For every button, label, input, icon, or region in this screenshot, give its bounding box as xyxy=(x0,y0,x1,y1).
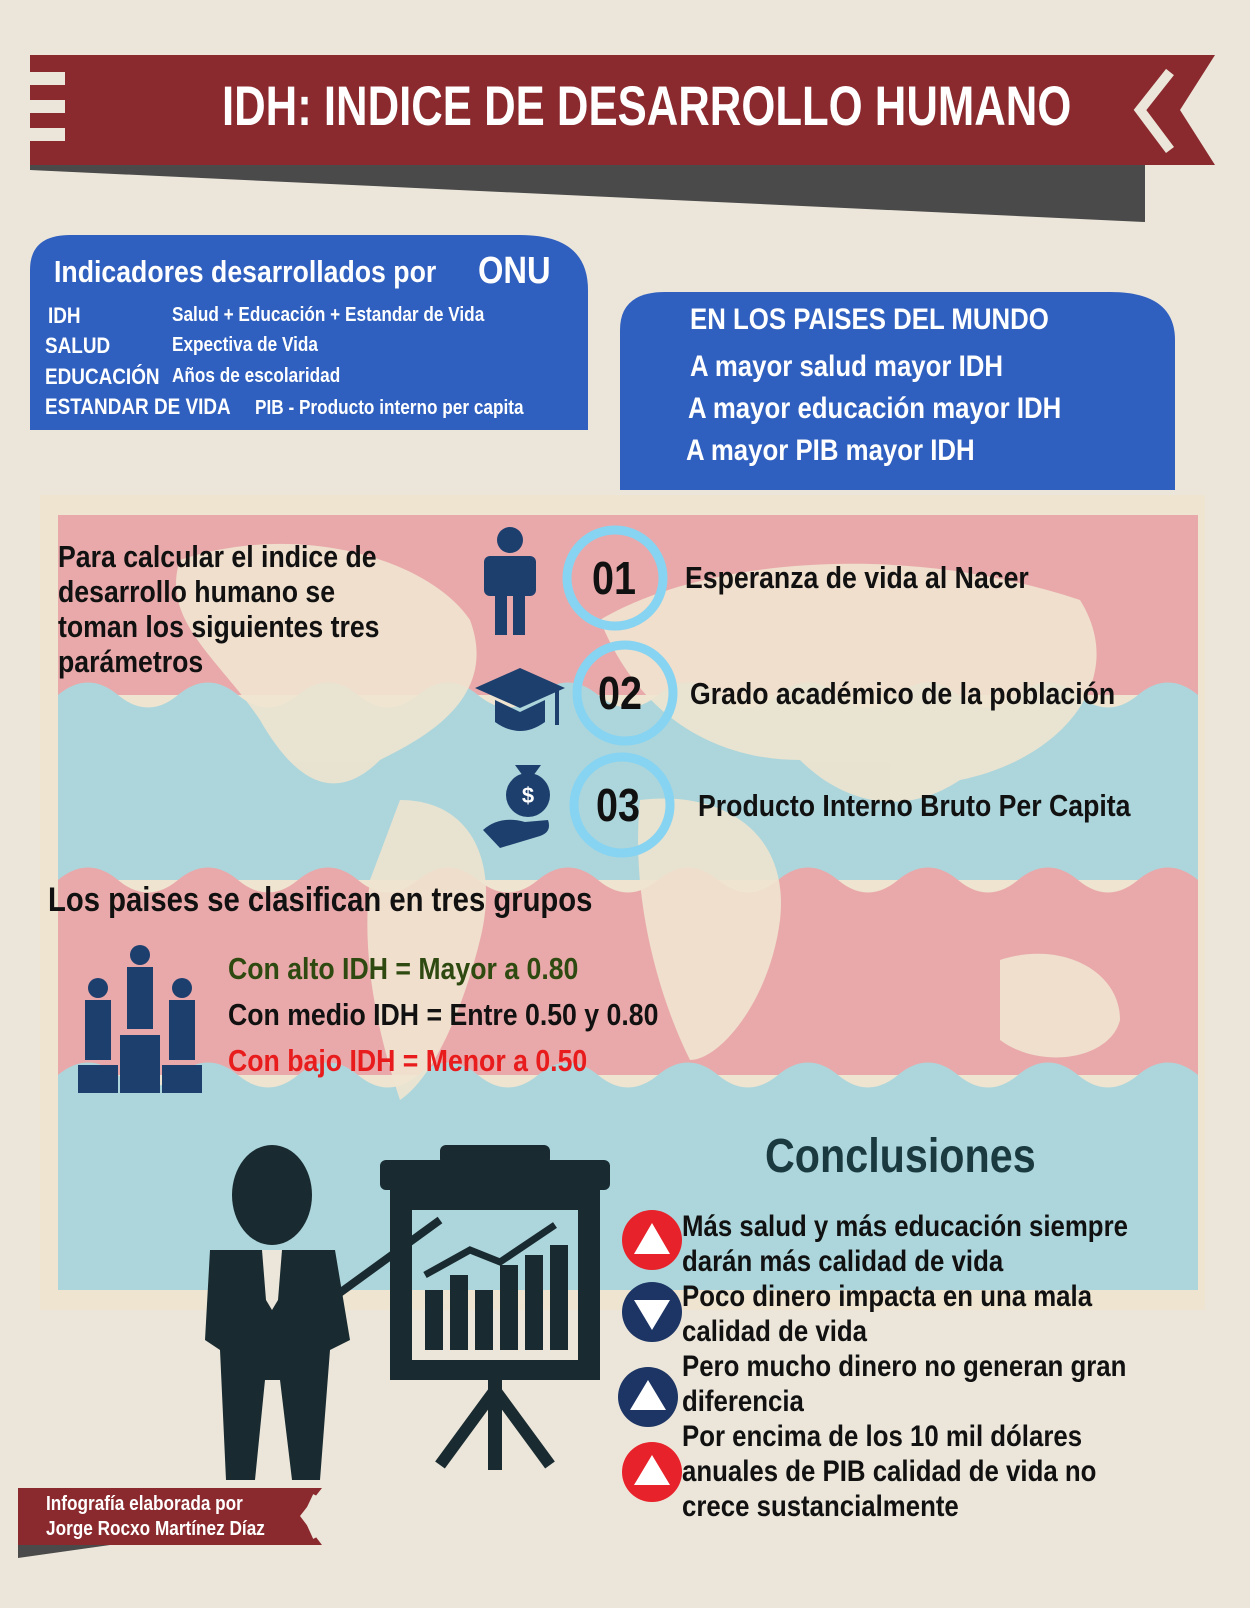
banner-chevron xyxy=(1133,68,1174,153)
conclusion-line: crece sustancialmente xyxy=(682,1490,959,1523)
graduation-icon xyxy=(475,668,565,731)
intro-line: parámetros xyxy=(58,644,204,679)
conclusion-line: anuales de PIB calidad de vida no xyxy=(682,1455,1097,1488)
parameter-label: Grado académico de la población xyxy=(690,676,1116,711)
groups-heading: Los paises se clasifican en tres grupos xyxy=(48,881,593,919)
indicator-value: Expectiva de Vida xyxy=(172,334,318,356)
person-icon xyxy=(484,527,536,635)
indicator-label: IDH xyxy=(48,303,81,328)
indicator-value: Años de escolaridad xyxy=(172,365,341,387)
credit-chevron xyxy=(302,1494,317,1539)
indicators-box xyxy=(30,235,588,430)
conclusion-line: Poco dinero impacta en una mala xyxy=(682,1280,1093,1313)
parameter-label: Producto Interno Bruto Per Capita xyxy=(698,788,1131,823)
conclusion-line: darán más calidad de vida xyxy=(682,1245,1004,1278)
indicator-label: EDUCACIÓN xyxy=(45,364,160,389)
intro-line: Para calcular el indice de xyxy=(58,539,377,574)
credit-shadow xyxy=(18,1545,110,1558)
parameter-number: 03 xyxy=(596,779,641,831)
world-line: A mayor PIB mayor IDH xyxy=(686,434,975,467)
indicators-heading: Indicadores desarrollados por xyxy=(54,254,437,289)
dollar-sign: $ xyxy=(522,783,534,808)
title: IDH: INDICE DE DESARROLLO HUMANO xyxy=(222,74,1072,137)
indicator-label: SALUD xyxy=(45,333,111,358)
intro-line: desarrollo humano se xyxy=(58,574,336,609)
conclusions-title: Conclusiones xyxy=(765,1130,1036,1183)
credit-line: Infografía elaborada por xyxy=(46,1493,243,1515)
banner-stripe xyxy=(30,100,65,113)
presenter-silhouette xyxy=(205,1145,610,1480)
banner-stripe xyxy=(30,72,65,85)
number-rings xyxy=(562,525,678,858)
credit-line: Jorge Rocxo Martínez Díaz xyxy=(46,1518,265,1540)
world-line: A mayor salud mayor IDH xyxy=(690,350,1004,383)
conclusion-line: Pero mucho dinero no generan gran xyxy=(682,1350,1127,1383)
conclusion-line: Más salud y más educación siempre xyxy=(682,1210,1128,1243)
parameter-number: 01 xyxy=(592,552,637,604)
conclusion-line: Por encima de los 10 mil dólares xyxy=(682,1420,1083,1453)
continents xyxy=(176,543,1120,1100)
group-item: Con alto IDH = Mayor a 0.80 xyxy=(228,951,579,986)
indicator-value: PIB - Producto interno per capita xyxy=(255,397,524,419)
intro-line: toman los siguientes tres xyxy=(58,609,380,644)
money-icon xyxy=(483,765,550,848)
parameter-label: Esperanza de vida al Nacer xyxy=(685,560,1029,595)
world-box xyxy=(620,292,1175,490)
conclusion-icons xyxy=(618,1210,682,1502)
presenter-shirt xyxy=(262,1250,282,1310)
conclusion-line: calidad de vida xyxy=(682,1315,867,1348)
podium-icon xyxy=(78,945,202,1093)
credit-banner xyxy=(18,1488,322,1545)
world-line: A mayor educación mayor IDH xyxy=(688,392,1062,425)
group-item: Con bajo IDH = Menor a 0.50 xyxy=(228,1043,588,1078)
parameter-number: 02 xyxy=(598,667,643,719)
indicator-label: ESTANDAR DE VIDA xyxy=(45,394,231,419)
title-banner xyxy=(30,55,1215,165)
organization: ONU xyxy=(478,250,551,292)
map-band xyxy=(58,1062,1198,1290)
conclusion-line: diferencia xyxy=(682,1385,804,1418)
indicator-value: Salud + Educación + Estandar de Vida xyxy=(172,304,485,326)
banner-shadow xyxy=(30,160,1145,222)
map-band xyxy=(58,867,1198,1075)
world-heading: EN LOS PAISES DEL MUNDO xyxy=(690,303,1049,336)
group-item: Con medio IDH = Entre 0.50 y 0.80 xyxy=(228,997,659,1032)
banner-stripe xyxy=(30,128,65,141)
